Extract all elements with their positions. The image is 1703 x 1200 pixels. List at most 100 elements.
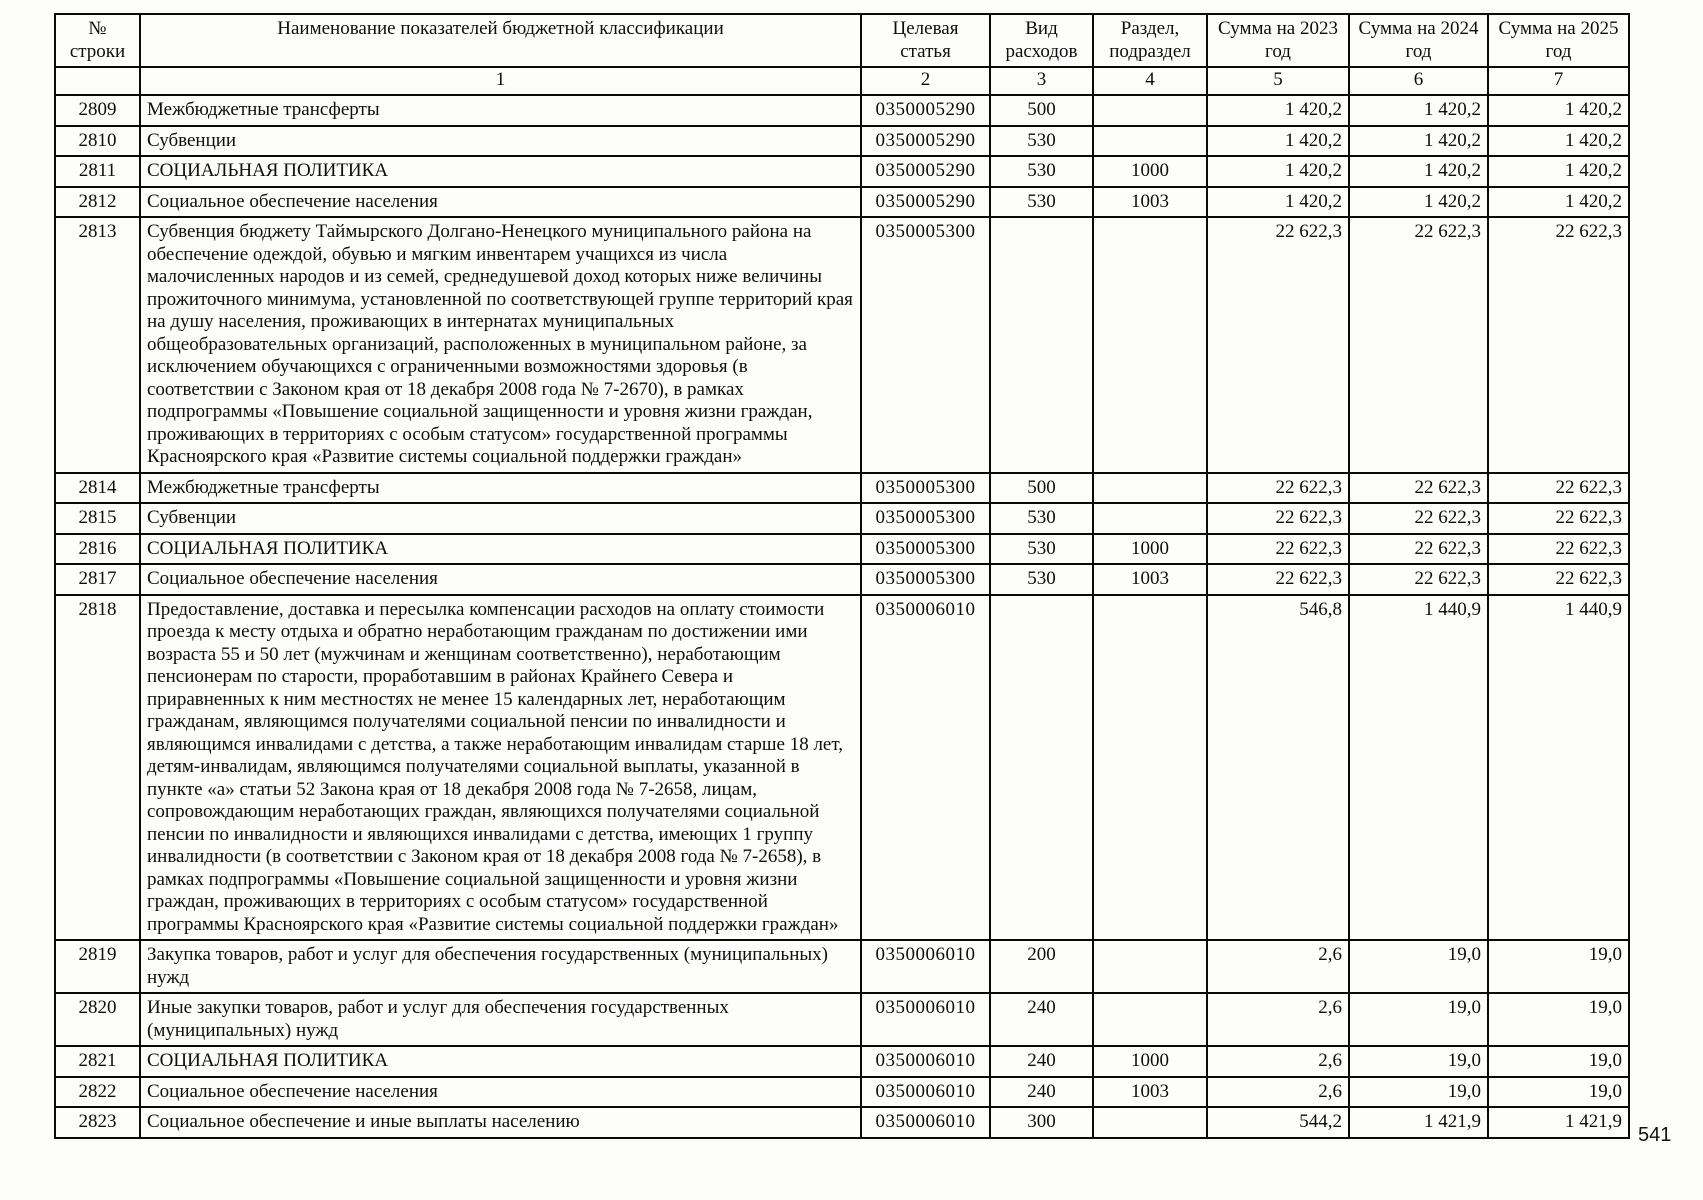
row-number-cell: 2818 <box>54 593 141 941</box>
expense-type-cell: 240 <box>989 1045 1094 1078</box>
table-body: 2809 Межбюджетные трансферты 0350005290 500… <box>54 94 1630 1139</box>
sum-2025-cell: 22 622,3 <box>1487 216 1630 474</box>
sum-2024-cell: 22 622,3 <box>1348 502 1489 535</box>
target-article-cell: 0350006010 <box>860 1045 991 1078</box>
table-row: 2821 СОЦИАЛЬНАЯ ПОЛИТИКА 0350006010 240 1000… <box>54 1045 1630 1078</box>
expense-type-cell: 530 <box>989 502 1094 535</box>
sum-2025-cell: 19,0 <box>1487 939 1630 994</box>
section-subsection-cell <box>1092 502 1208 535</box>
sum-2025-cell: 19,0 <box>1487 1075 1630 1108</box>
section-subsection-cell <box>1092 216 1208 474</box>
indicator-name-cell: Социальное обеспечение населения <box>139 185 862 218</box>
column-number-3: 3 <box>989 66 1094 96</box>
sum-2025-cell: 1 421,9 <box>1487 1106 1630 1139</box>
page-number: 541 <box>1638 1124 1672 1146</box>
sum-2024-cell: 1 420,2 <box>1348 124 1489 157</box>
sum-2024-cell: 1 440,9 <box>1348 593 1489 941</box>
row-number-cell: 2811 <box>54 155 141 188</box>
header-row: № строки Наименование показателей бюджет… <box>54 13 1630 68</box>
indicator-name-cell: Субвенция бюджету Таймырского Долгано-Не… <box>139 216 862 474</box>
expense-type-cell: 500 <box>989 471 1094 504</box>
row-number-cell: 2814 <box>54 471 141 504</box>
column-number-5: 5 <box>1206 66 1350 96</box>
sum-2023-cell: 2,6 <box>1206 1075 1350 1108</box>
sum-2025-cell: 1 420,2 <box>1487 155 1630 188</box>
target-article-cell: 0350005290 <box>860 155 991 188</box>
sum-2023-cell: 1 420,2 <box>1206 155 1350 188</box>
sum-2025-cell: 19,0 <box>1487 992 1630 1047</box>
target-article-cell: 0350006010 <box>860 992 991 1047</box>
row-number-cell: 2816 <box>54 532 141 565</box>
column-numbers-row: 1 2 3 4 5 6 7 <box>54 66 1630 96</box>
expense-type-cell: 530 <box>989 155 1094 188</box>
target-article-cell: 0350005300 <box>860 502 991 535</box>
sum-2023-cell: 2,6 <box>1206 939 1350 994</box>
sum-2024-cell: 19,0 <box>1348 992 1489 1047</box>
table-row: 2812 Социальное обеспечение населения 0350… <box>54 185 1630 218</box>
sum-2023-cell: 22 622,3 <box>1206 563 1350 596</box>
indicator-name-cell: СОЦИАЛЬНАЯ ПОЛИТИКА <box>139 1045 862 1078</box>
indicator-name-cell: Социальное обеспечение и иные выплаты на… <box>139 1106 862 1139</box>
table-row: 2823 Социальное обеспечение и иные выплат… <box>54 1106 1630 1139</box>
section-subsection-cell <box>1092 124 1208 157</box>
header-sum-2024: Сумма на 2024 год <box>1348 13 1489 68</box>
row-number-cell: 2809 <box>54 94 141 127</box>
expense-type-cell <box>989 593 1094 941</box>
row-number-cell: 2821 <box>54 1045 141 1078</box>
budget-classification-table: № строки Наименование показателей бюджет… <box>54 13 1630 1139</box>
sum-2024-cell: 19,0 <box>1348 939 1489 994</box>
table-row: 2810 Субвенции 0350005290 530 1 420,2 1 420,2… <box>54 124 1630 157</box>
section-subsection-cell <box>1092 593 1208 941</box>
table-row: 2817 Социальное обеспечение населения 0350… <box>54 563 1630 596</box>
sum-2024-cell: 1 420,2 <box>1348 185 1489 218</box>
section-subsection-cell: 1000 <box>1092 155 1208 188</box>
sum-2023-cell: 1 420,2 <box>1206 94 1350 127</box>
indicator-name-cell: Субвенции <box>139 502 862 535</box>
table-row: 2818 Предоставление, доставка и пересылка… <box>54 593 1630 941</box>
sum-2023-cell: 2,6 <box>1206 1045 1350 1078</box>
indicator-name-cell: СОЦИАЛЬНАЯ ПОЛИТИКА <box>139 155 862 188</box>
expense-type-cell: 530 <box>989 532 1094 565</box>
indicator-name-cell: Иные закупки товаров, работ и услуг для … <box>139 992 862 1047</box>
target-article-cell: 0350006010 <box>860 1075 991 1108</box>
section-subsection-cell: 1003 <box>1092 1075 1208 1108</box>
header-sum-2025: Сумма на 2025 год <box>1487 13 1630 68</box>
column-number-1: 1 <box>139 66 862 96</box>
sum-2024-cell: 1 421,9 <box>1348 1106 1489 1139</box>
sum-2025-cell: 19,0 <box>1487 1045 1630 1078</box>
sum-2025-cell: 1 420,2 <box>1487 124 1630 157</box>
sum-2025-cell: 22 622,3 <box>1487 502 1630 535</box>
target-article-cell: 0350005300 <box>860 471 991 504</box>
section-subsection-cell <box>1092 939 1208 994</box>
sum-2024-cell: 19,0 <box>1348 1045 1489 1078</box>
row-number-cell: 2820 <box>54 992 141 1047</box>
sum-2025-cell: 1 420,2 <box>1487 94 1630 127</box>
sum-2023-cell: 546,8 <box>1206 593 1350 941</box>
indicator-name-cell: Межбюджетные трансферты <box>139 94 862 127</box>
expense-type-cell: 240 <box>989 992 1094 1047</box>
sum-2024-cell: 22 622,3 <box>1348 471 1489 504</box>
table-row: 2820 Иные закупки товаров, работ и услуг … <box>54 992 1630 1047</box>
row-number-cell: 2823 <box>54 1106 141 1139</box>
section-subsection-cell <box>1092 471 1208 504</box>
indicator-name-cell: Предоставление, доставка и пересылка ком… <box>139 593 862 941</box>
sum-2023-cell: 22 622,3 <box>1206 502 1350 535</box>
sum-2025-cell: 22 622,3 <box>1487 563 1630 596</box>
table-row: 2814 Межбюджетные трансферты 0350005300 500… <box>54 471 1630 504</box>
sum-2023-cell: 544,2 <box>1206 1106 1350 1139</box>
row-number-cell: 2813 <box>54 216 141 474</box>
target-article-cell: 0350006010 <box>860 939 991 994</box>
target-article-cell: 0350005290 <box>860 185 991 218</box>
column-number-6: 6 <box>1348 66 1489 96</box>
row-number-cell: 2810 <box>54 124 141 157</box>
row-number-cell: 2819 <box>54 939 141 994</box>
header-sum-2023: Сумма на 2023 год <box>1206 13 1350 68</box>
indicator-name-cell: Социальное обеспечение населения <box>139 563 862 596</box>
section-subsection-cell: 1000 <box>1092 1045 1208 1078</box>
expense-type-cell: 240 <box>989 1075 1094 1108</box>
target-article-cell: 0350005290 <box>860 124 991 157</box>
row-number-cell: 2815 <box>54 502 141 535</box>
expense-type-cell <box>989 216 1094 474</box>
row-number-cell: 2822 <box>54 1075 141 1108</box>
target-article-cell: 0350006010 <box>860 593 991 941</box>
